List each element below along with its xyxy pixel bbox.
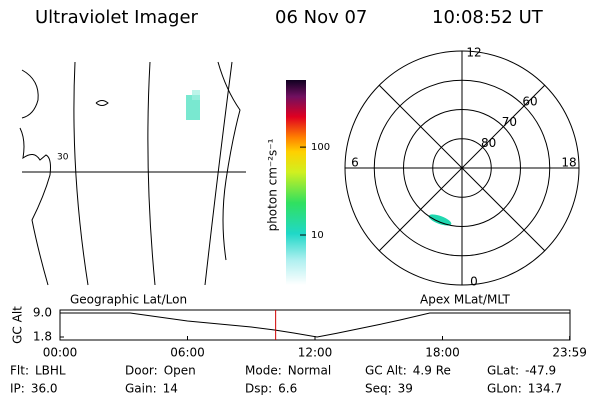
x-tick-label: 00:00 — [43, 346, 78, 360]
info-label: Door: — [125, 364, 158, 378]
info-value: 4.9 Re — [413, 364, 451, 378]
info-label: Dsp: — [245, 382, 272, 396]
info-label: Mode: — [245, 364, 282, 378]
title: Ultraviolet Imager — [35, 7, 199, 28]
info-label: IP: — [10, 382, 25, 396]
x-tick-label: 23:59 — [552, 346, 587, 360]
polar-mlt-label: 0 — [470, 275, 478, 289]
colorbar-label: photon cm⁻²s⁻¹ — [266, 138, 280, 231]
info-label: GLon: — [487, 382, 522, 396]
map-lat-label: 30 — [57, 153, 69, 163]
y-tick-label: 1.8 — [33, 330, 52, 344]
x-tick-label: 06:00 — [170, 346, 205, 360]
colorbar-tick-label: 10 — [311, 230, 324, 241]
timeline-y-label: GC Alt — [11, 306, 25, 344]
time: 10:08:52 UT — [432, 7, 544, 28]
info-value: LBHL — [35, 364, 66, 378]
polar-mlt-label: 18 — [561, 156, 576, 170]
date: 06 Nov 07 — [275, 7, 367, 28]
info-value: 39 — [398, 382, 413, 396]
polar-mlt-label: 6 — [351, 156, 359, 170]
info-value: 134.7 — [528, 382, 562, 396]
info-label: Seq: — [365, 382, 392, 396]
colorbar-tick-label: 100 — [311, 142, 330, 153]
info-label: GC Alt: — [365, 364, 407, 378]
info-value: Normal — [288, 364, 331, 378]
polar-label: Apex MLat/MLT — [420, 293, 510, 307]
polar-ring — [403, 109, 521, 227]
info-label: Flt: — [10, 364, 29, 378]
geo-map — [19, 61, 246, 286]
y-tick-label: 9.0 — [33, 306, 52, 320]
info-value: 6.6 — [278, 382, 297, 396]
polar-ring — [373, 79, 551, 257]
map-label: Geographic Lat/Lon — [70, 293, 187, 307]
polar-lat-label: 60 — [522, 94, 537, 108]
colorbar — [286, 80, 306, 285]
polar-ring — [432, 138, 492, 198]
polar-aurora — [428, 214, 452, 226]
polar-lat-label: 70 — [502, 115, 517, 129]
info-value: 14 — [163, 382, 178, 396]
info-value: 36.0 — [31, 382, 58, 396]
info-value: Open — [164, 364, 196, 378]
info-label: Gain: — [125, 382, 157, 396]
polar-mlt-label: 12 — [466, 46, 481, 60]
x-tick-label: 12:00 — [298, 346, 333, 360]
info-label: GLat: — [487, 364, 519, 378]
x-tick-label: 18:00 — [425, 346, 460, 360]
timeline-frame — [59, 309, 571, 341]
info-value: -47.9 — [525, 364, 556, 378]
altitude-line — [60, 312, 570, 338]
polar-lat-label: 80 — [481, 136, 496, 150]
